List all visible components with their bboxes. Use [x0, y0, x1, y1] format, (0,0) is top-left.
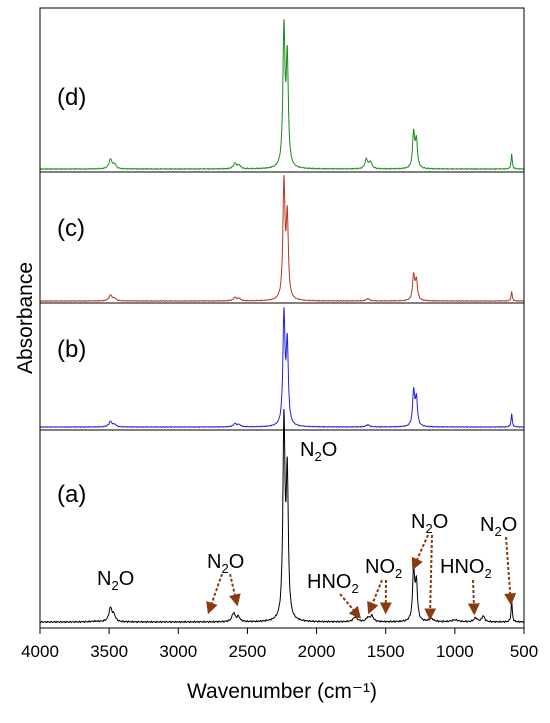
x-tick-label-500: 500 — [510, 642, 538, 661]
series-label-d: (d) — [57, 84, 86, 111]
annotation-arrow-5-1 — [367, 579, 383, 615]
x-tick-label-1500: 1500 — [367, 642, 405, 661]
annotation-arrow-6-2 — [424, 534, 437, 621]
annotation-label-5: NO2 — [365, 556, 402, 581]
annotation-arrow-8-1 — [504, 536, 517, 606]
annotation-label-3: N2O — [207, 551, 244, 576]
annotation-arrow-7-1 — [467, 579, 480, 616]
annotation-arrow-6-1 — [411, 534, 429, 571]
annotation-label-8: N2O — [480, 514, 517, 539]
annotation-label-1: N2O — [300, 439, 337, 464]
annotation-arrow-3-1 — [206, 573, 223, 615]
axes-layer: 4000 3500 3000 2500 2000 1500 1000 500 Wavenumbe… — [14, 7, 538, 703]
annotation-label-7: HNO2 — [440, 556, 492, 581]
annotation-arrow-3-2 — [229, 573, 241, 607]
plot-frame — [39, 7, 525, 629]
x-tick-label-2000: 2000 — [298, 642, 336, 661]
x-tick-label-1000: 1000 — [436, 642, 474, 661]
series-line-c — [39, 175, 525, 303]
x-axis-label: Wavenumber (cm⁻¹) — [187, 680, 377, 703]
annotation-arrow-4-1 — [339, 593, 361, 619]
annotation-label-2: N2O — [97, 568, 134, 593]
x-tick-label-2500: 2500 — [229, 642, 267, 661]
annotation-label-4: HNO2 — [307, 571, 359, 596]
series-line-d — [39, 19, 525, 171]
x-tick-label-3000: 3000 — [159, 642, 197, 661]
labels-layer: (a) (b) (c) (d) — [57, 84, 86, 508]
series-line-b — [39, 307, 525, 428]
annotation-label-6: N2O — [411, 511, 448, 536]
x-tick-label-4000: 4000 — [21, 642, 59, 661]
series-label-c: (c) — [57, 215, 85, 242]
series-line-a — [39, 408, 525, 624]
series-label-a: (a) — [57, 481, 86, 508]
spectra-layer — [39, 19, 525, 624]
y-axis-label: Absorbance — [14, 262, 37, 374]
series-label-b: (b) — [57, 336, 86, 363]
x-tick-label-3500: 3500 — [90, 642, 128, 661]
